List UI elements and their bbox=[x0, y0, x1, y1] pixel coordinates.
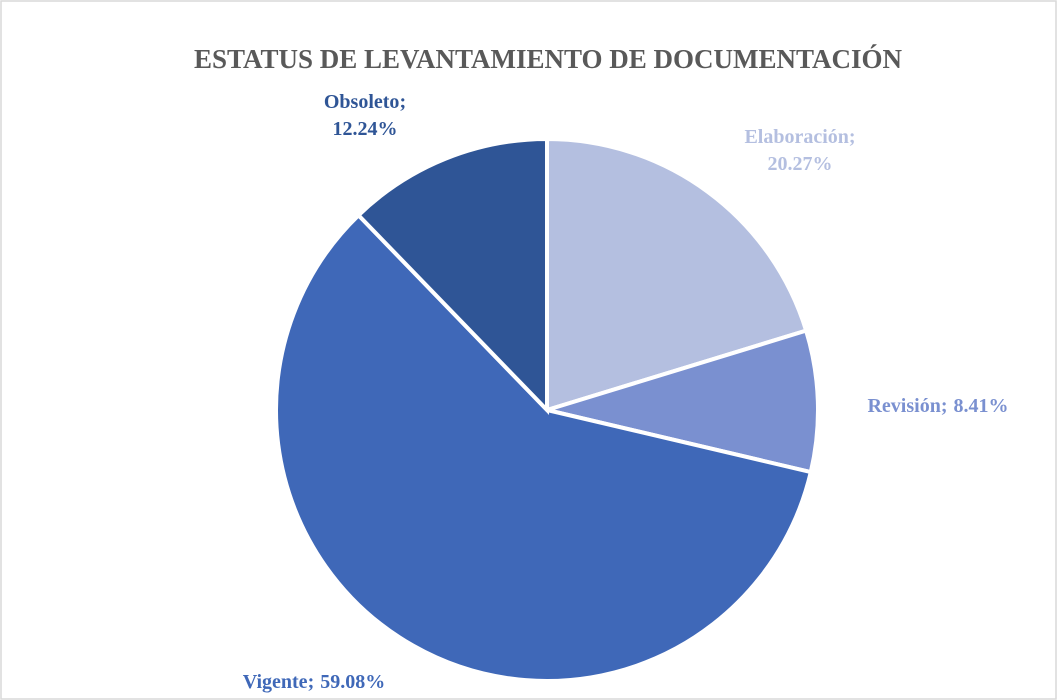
data-label: Vigente; 59.08% bbox=[243, 671, 385, 693]
data-label: Elaboración; 20.27% bbox=[744, 126, 855, 175]
label-separator: ; bbox=[941, 395, 948, 417]
category-name: Elaboración bbox=[744, 126, 848, 148]
label-separator: ; bbox=[308, 671, 315, 693]
category-name: Vigente bbox=[243, 671, 308, 693]
value-label: 8.41% bbox=[954, 395, 1009, 417]
data-label: Obsoleto; 12.24% bbox=[324, 91, 406, 140]
pie-slice bbox=[355, 136, 549, 415]
category-name: Obsoleto bbox=[324, 91, 400, 113]
value-label: 20.27% bbox=[768, 153, 833, 175]
value-label: 12.24% bbox=[333, 118, 398, 140]
value-label: 59.08% bbox=[320, 671, 385, 693]
pie-slice bbox=[545, 136, 809, 413]
pie-slice bbox=[274, 212, 814, 683]
chart-title: ESTATUS DE LEVANTAMIENTO DE DOCUMENTACIÓ… bbox=[194, 44, 903, 74]
label-separator: ; bbox=[399, 91, 406, 113]
label-separator: ; bbox=[849, 126, 856, 148]
category-name: Revisión bbox=[867, 395, 940, 417]
pie-slice bbox=[539, 328, 820, 475]
data-label: Revisión; 8.41% bbox=[867, 395, 1008, 417]
